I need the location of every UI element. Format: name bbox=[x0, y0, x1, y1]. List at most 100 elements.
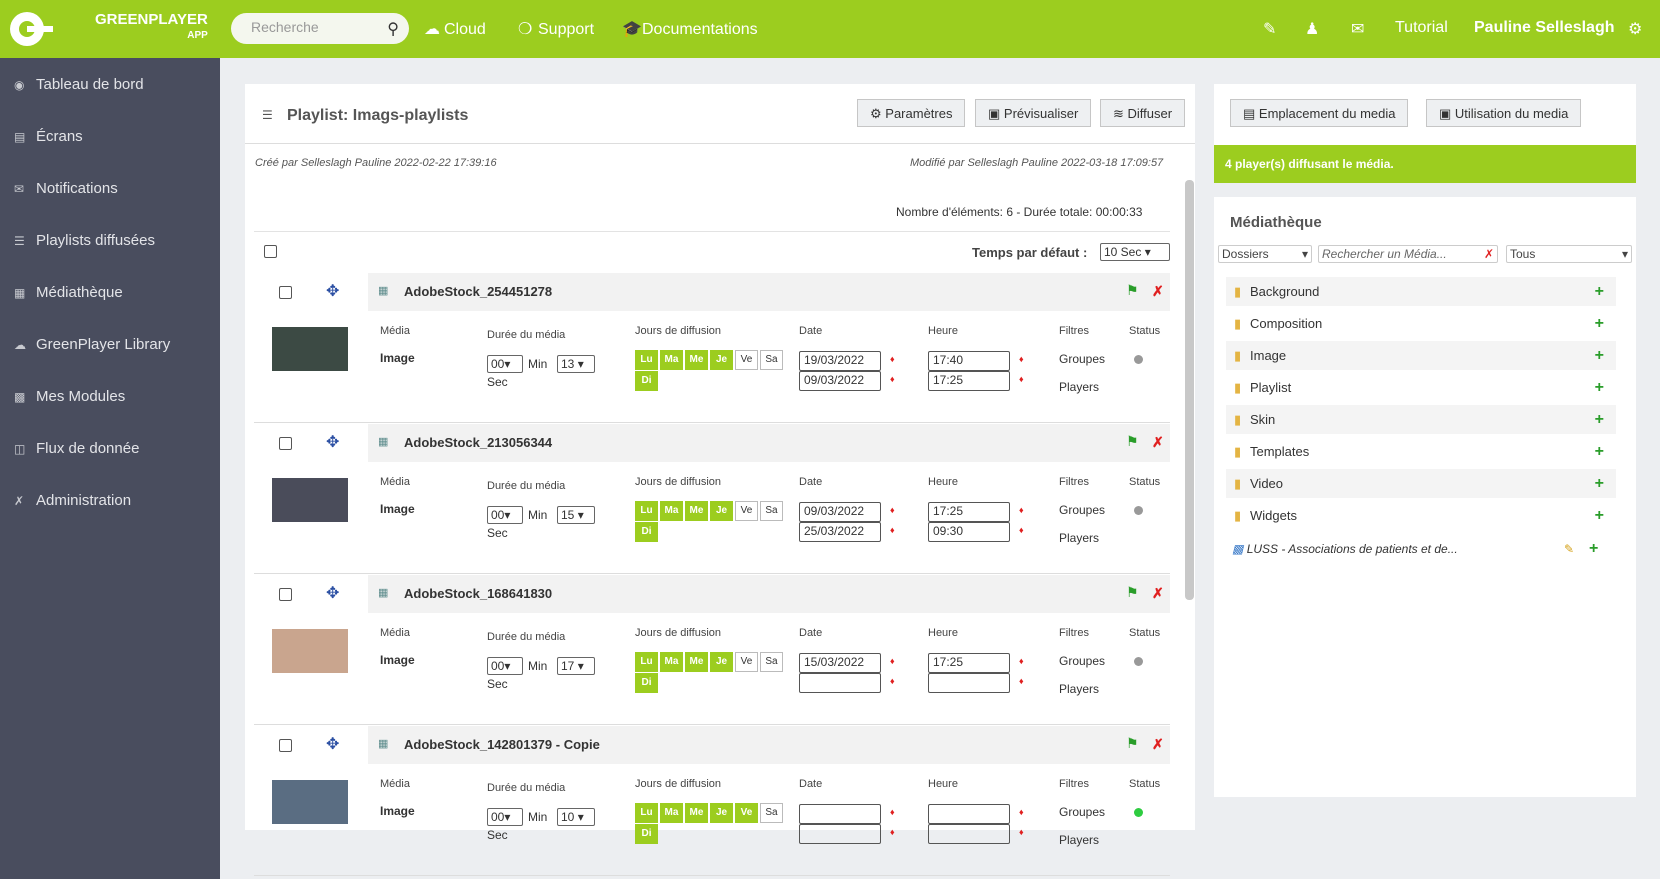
add-icon[interactable]: + bbox=[1594, 443, 1604, 460]
end-hour-input[interactable]: 09:30 bbox=[928, 522, 1010, 542]
groups-link[interactable]: Groupes bbox=[1059, 503, 1106, 517]
eraser-icon[interactable]: ♦ bbox=[890, 525, 895, 535]
eraser-icon[interactable]: ♦ bbox=[1019, 827, 1024, 837]
edit-icon[interactable]: ✎ bbox=[1564, 542, 1575, 556]
day-toggle[interactable]: Sa bbox=[760, 501, 783, 521]
start-date-input[interactable]: 09/03/2022 bbox=[799, 502, 881, 522]
start-hour-input[interactable]: 17:40 bbox=[928, 351, 1010, 371]
day-toggle[interactable]: Me bbox=[685, 652, 708, 672]
eraser-icon[interactable]: ♦ bbox=[890, 656, 895, 666]
start-date-input[interactable] bbox=[799, 804, 881, 824]
default-time-select[interactable]: 10 Sec ▾ bbox=[1100, 243, 1170, 261]
day-toggle[interactable]: Lu bbox=[635, 501, 658, 521]
media-search-input[interactable]: Rechercher un Média... ✗ bbox=[1318, 245, 1498, 263]
eraser-icon[interactable]: ♦ bbox=[890, 374, 895, 384]
eraser-icon[interactable]: ♦ bbox=[1019, 354, 1024, 364]
add-icon[interactable]: + bbox=[1589, 540, 1599, 557]
folder-item[interactable]: ▮ Playlist + bbox=[1234, 379, 1604, 396]
day-toggle[interactable]: Me bbox=[685, 350, 708, 370]
folders-select[interactable]: Dossiers ▾ bbox=[1218, 245, 1312, 263]
day-toggle[interactable]: Lu bbox=[635, 803, 658, 823]
day-toggle[interactable]: Me bbox=[685, 501, 708, 521]
day-toggle[interactable]: Me bbox=[685, 803, 708, 823]
eraser-icon[interactable]: ♦ bbox=[890, 676, 895, 686]
groups-link[interactable]: Groupes bbox=[1059, 805, 1106, 819]
folder-item[interactable]: ▮ Skin + bbox=[1226, 405, 1616, 434]
players-link[interactable]: Players bbox=[1059, 531, 1100, 545]
players-link[interactable]: Players bbox=[1059, 380, 1100, 394]
day-toggle[interactable]: Di bbox=[635, 522, 658, 542]
item-checkbox[interactable] bbox=[279, 588, 292, 601]
players-link[interactable]: Players bbox=[1059, 682, 1100, 696]
sidebar-item-playlists[interactable]: ☰ Playlists diffusées bbox=[14, 232, 155, 249]
nav-cloud[interactable]: ☁ Cloud bbox=[424, 21, 486, 38]
eraser-icon[interactable]: ♦ bbox=[1019, 525, 1024, 535]
sidebar-item-screens[interactable]: ▤ Écrans bbox=[14, 128, 83, 145]
end-hour-input[interactable] bbox=[928, 824, 1010, 844]
end-date-input[interactable]: 25/03/2022 bbox=[799, 522, 881, 542]
day-toggle[interactable]: Ve bbox=[735, 501, 758, 521]
filter-select[interactable]: Tous ▾ bbox=[1506, 245, 1632, 263]
day-toggle[interactable]: Ma bbox=[660, 803, 683, 823]
scrollbar[interactable] bbox=[1185, 180, 1194, 600]
move-icon[interactable]: ✥ bbox=[326, 434, 340, 451]
day-toggle[interactable]: Sa bbox=[760, 350, 783, 370]
flag-icon[interactable]: ⚑ bbox=[1126, 282, 1139, 298]
sec-select[interactable]: 15 ▾ bbox=[557, 506, 595, 524]
players-link[interactable]: Players bbox=[1059, 833, 1100, 847]
eraser-icon[interactable]: ♦ bbox=[1019, 676, 1024, 686]
sidebar-item-notifications[interactable]: ✉ Notifications bbox=[14, 180, 118, 197]
day-toggle[interactable]: Ma bbox=[660, 501, 683, 521]
end-date-input[interactable]: 09/03/2022 bbox=[799, 371, 881, 391]
add-icon[interactable]: + bbox=[1594, 283, 1604, 300]
media-location-button[interactable]: ▤ Emplacement du media bbox=[1230, 99, 1409, 127]
sec-select[interactable]: 13 ▾ bbox=[557, 355, 595, 373]
gear-icon[interactable]: ⚙ bbox=[1628, 21, 1643, 38]
end-hour-input[interactable] bbox=[928, 673, 1010, 693]
start-hour-input[interactable] bbox=[928, 804, 1010, 824]
clear-icon[interactable]: ✗ bbox=[1483, 247, 1494, 261]
edit-icon[interactable]: ✎ bbox=[1263, 21, 1277, 38]
preview-button[interactable]: ▣ Prévisualiser bbox=[975, 99, 1092, 127]
start-hour-input[interactable]: 17:25 bbox=[928, 502, 1010, 522]
sidebar-item-mediatheque[interactable]: ▦ Médiathèque bbox=[14, 284, 123, 301]
move-icon[interactable]: ✥ bbox=[326, 736, 340, 753]
eraser-icon[interactable]: ♦ bbox=[890, 827, 895, 837]
day-toggle[interactable]: Di bbox=[635, 824, 658, 844]
sidebar-item-library[interactable]: ☁ GreenPlayer Library bbox=[14, 336, 171, 353]
day-toggle[interactable]: Ma bbox=[660, 652, 683, 672]
search-icon[interactable]: ⚲ bbox=[387, 21, 399, 38]
search-input[interactable]: Recherche ⚲ bbox=[231, 13, 409, 44]
select-all-checkbox[interactable] bbox=[264, 245, 277, 258]
folder-item[interactable]: ▮ Video + bbox=[1226, 469, 1616, 498]
eraser-icon[interactable]: ♦ bbox=[1019, 505, 1024, 515]
media-usage-button[interactable]: ▣ Utilisation du media bbox=[1426, 99, 1582, 127]
end-hour-input[interactable]: 17:25 bbox=[928, 371, 1010, 391]
day-toggle[interactable]: Je bbox=[710, 652, 733, 672]
add-icon[interactable]: + bbox=[1594, 507, 1604, 524]
day-toggle[interactable]: Je bbox=[710, 501, 733, 521]
day-toggle[interactable]: Ve bbox=[735, 803, 758, 823]
groups-link[interactable]: Groupes bbox=[1059, 352, 1106, 366]
mail-icon[interactable]: ✉ bbox=[1351, 21, 1365, 38]
sec-select[interactable]: 10 ▾ bbox=[557, 808, 595, 826]
day-toggle[interactable]: Di bbox=[635, 371, 658, 391]
eraser-icon[interactable]: ♦ bbox=[1019, 374, 1024, 384]
delete-icon[interactable]: ✗ bbox=[1152, 434, 1164, 450]
day-toggle[interactable]: Sa bbox=[760, 652, 783, 672]
start-date-input[interactable]: 19/03/2022 bbox=[799, 351, 881, 371]
add-icon[interactable]: + bbox=[1594, 315, 1604, 332]
day-toggle[interactable]: Ve bbox=[735, 652, 758, 672]
min-select[interactable]: 00▾ bbox=[487, 355, 523, 373]
end-date-input[interactable] bbox=[799, 824, 881, 844]
media-item-luss[interactable]: ▩ LUSS - Associations de patients et de.… bbox=[1232, 542, 1458, 556]
add-icon[interactable]: + bbox=[1594, 347, 1604, 364]
delete-icon[interactable]: ✗ bbox=[1152, 283, 1164, 299]
sidebar-item-dashboard[interactable]: ◉ Tableau de bord bbox=[14, 76, 144, 93]
min-select[interactable]: 00▾ bbox=[487, 506, 523, 524]
add-icon[interactable]: + bbox=[1594, 411, 1604, 428]
day-toggle[interactable]: Ve bbox=[735, 350, 758, 370]
folder-item[interactable]: ▮ Composition + bbox=[1234, 315, 1604, 332]
item-checkbox[interactable] bbox=[279, 739, 292, 752]
folder-item[interactable]: ▮ Widgets + bbox=[1234, 507, 1604, 524]
